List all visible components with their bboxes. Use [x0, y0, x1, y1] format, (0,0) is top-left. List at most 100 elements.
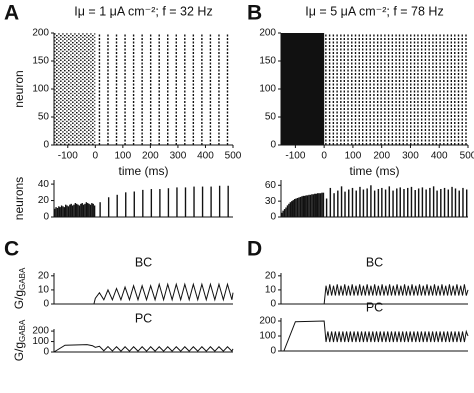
y-tick-label: 50	[38, 112, 50, 123]
histogram-bar	[74, 203, 77, 217]
x-tick-label: 400	[197, 151, 214, 162]
histogram-bar	[282, 210, 284, 217]
histogram-bar	[201, 186, 204, 217]
histogram-bar	[344, 191, 346, 217]
panel-title: Iμ = 1 μA cm⁻²; f = 32 Hz	[74, 4, 212, 18]
histogram-bar	[99, 202, 101, 217]
histogram-bar	[116, 194, 118, 217]
histogram-bar	[348, 189, 350, 217]
histogram-bar	[318, 193, 320, 217]
histogram-bar	[93, 205, 96, 217]
histogram-bar	[407, 187, 409, 217]
histogram-bar	[410, 186, 413, 217]
histogram-bar	[289, 202, 292, 217]
histogram-bar	[65, 204, 67, 217]
histogram-bar	[62, 206, 64, 217]
histogram-bar	[291, 201, 293, 217]
histogram-bar	[78, 205, 81, 217]
histogram-bar	[299, 196, 302, 217]
histogram-bar	[88, 203, 90, 217]
y-axis-label: G/gGABA	[12, 319, 27, 361]
histogram-bar	[87, 203, 89, 217]
histogram-bar	[92, 203, 94, 217]
histogram-bar	[329, 187, 332, 217]
histogram-bar	[384, 189, 387, 217]
histogram-bar	[176, 187, 178, 217]
histogram-bar	[432, 186, 435, 217]
histogram-bar	[311, 194, 313, 217]
histogram-bar	[298, 197, 300, 217]
histogram-bar	[295, 198, 297, 217]
histogram-bar	[71, 205, 74, 217]
y-tick-label: 60	[265, 180, 277, 191]
histogram-bar	[70, 203, 72, 217]
histogram-bar	[321, 192, 323, 217]
histogram-bar	[73, 204, 75, 217]
histogram-bar	[107, 197, 110, 217]
histogram-bar	[308, 194, 310, 217]
histogram-bar	[315, 193, 317, 217]
histogram-bar	[362, 189, 365, 217]
histogram-bar	[293, 199, 296, 217]
histogram-bar	[218, 185, 221, 217]
histogram-bar	[76, 203, 78, 217]
y-tick-label: 0	[43, 140, 49, 151]
histogram-bar	[55, 207, 57, 217]
panel-title: BC	[366, 255, 383, 269]
x-tick-label: 500	[225, 151, 242, 162]
y-tick-label: 150	[32, 56, 49, 67]
histogram-bar	[77, 204, 79, 217]
histogram-bar	[89, 204, 92, 217]
histogram-bar	[436, 190, 438, 217]
y-tick-label: 0	[43, 347, 49, 358]
x-tick-label: 100	[115, 151, 132, 162]
x-tick-label: 300	[402, 151, 419, 162]
histogram-bar	[309, 194, 312, 217]
histogram-bar	[133, 191, 135, 217]
y-axis-label-main: G/g	[12, 290, 26, 309]
histogram-bar	[210, 186, 212, 217]
y-axis-label-sub: GABA	[18, 267, 27, 290]
panel-letter: D	[247, 238, 262, 261]
y-tick-label: 50	[265, 112, 277, 123]
x-tick-label: 0	[93, 151, 99, 162]
histogram-bar	[227, 185, 229, 217]
histogram-bar	[286, 205, 289, 217]
y-tick-label: 100	[259, 84, 276, 95]
y-tick-label: 10	[38, 285, 50, 296]
histogram-bar	[312, 194, 315, 217]
histogram-bar	[340, 186, 343, 217]
histogram-bar	[399, 187, 401, 217]
panel-letter: B	[247, 2, 262, 25]
asynchronous-activity	[54, 33, 96, 145]
x-tick-label: 300	[170, 151, 187, 162]
y-tick-label: 100	[259, 331, 276, 342]
y-tick-label: 30	[265, 196, 277, 207]
histogram-bar	[316, 193, 319, 217]
conductance-trace	[281, 320, 469, 352]
histogram-bar	[63, 207, 66, 217]
histogram-bar	[301, 196, 303, 217]
y-tick-label: 100	[32, 84, 49, 95]
y-tick-label: 200	[32, 326, 49, 337]
histogram-bar	[351, 187, 354, 217]
histogram-bar	[304, 195, 306, 217]
histogram-bar	[159, 189, 161, 217]
y-tick-label: 100	[32, 336, 49, 347]
histogram-bar	[150, 189, 153, 217]
histogram-bar	[60, 205, 63, 217]
y-tick-label: 200	[259, 316, 276, 327]
histogram-bar	[69, 204, 71, 217]
panel-title: Iμ = 5 μA cm⁻²; f = 78 Hz	[305, 4, 443, 18]
x-axis-label: time (ms)	[119, 164, 169, 178]
x-axis-label: time (ms)	[350, 164, 400, 178]
histogram-bar	[54, 208, 56, 217]
y-tick-label: 200	[259, 28, 276, 39]
histogram-bar	[465, 189, 468, 217]
histogram-bar	[454, 188, 457, 217]
histogram-bar	[283, 209, 286, 217]
histogram-bar	[58, 206, 60, 217]
x-tick-label: 0	[321, 151, 327, 162]
x-tick-label: 400	[431, 151, 448, 162]
